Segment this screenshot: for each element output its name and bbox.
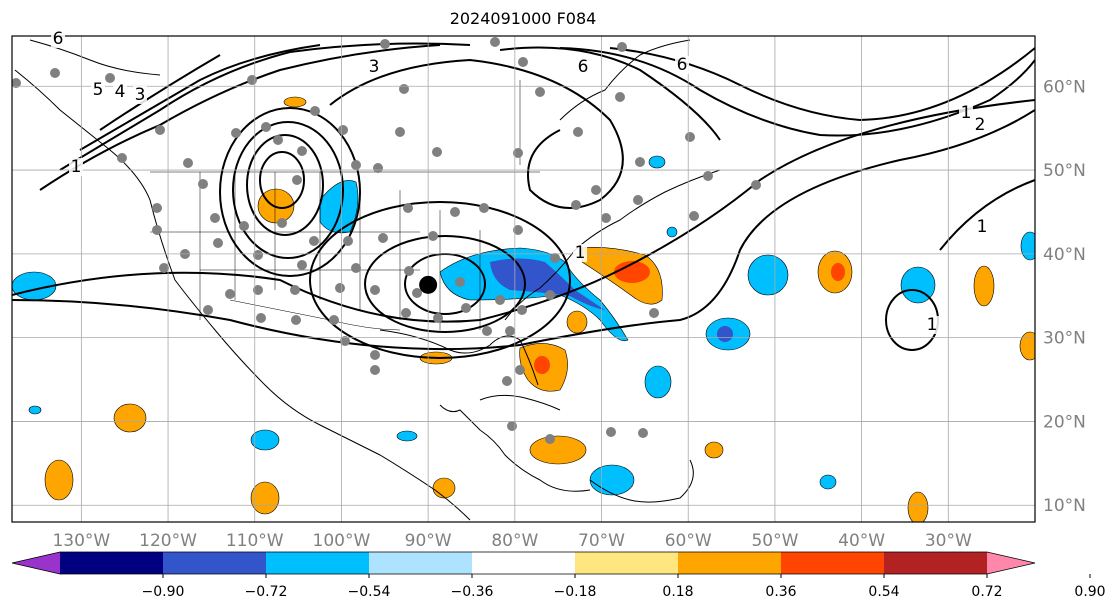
colorbar-tick-label: 0.36	[765, 584, 796, 600]
colorbar-tick-label: 0.72	[971, 584, 1002, 600]
colorbar	[11, 551, 1036, 575]
lon-tick-label: 70°W	[578, 531, 625, 551]
latitude-labels: 10°N 20°N 30°N 40°N 50°N 60°N	[1043, 77, 1086, 516]
colorbar-tick-label: −0.54	[348, 584, 391, 600]
lat-tick-label: 60°N	[1043, 77, 1086, 97]
colorbar-tick-label: −0.72	[245, 584, 288, 600]
contour-label: 3	[135, 85, 146, 105]
colorbar-extend-min	[12, 552, 60, 574]
colorbar-tick-label: −0.18	[554, 584, 597, 600]
colorbar-segment	[369, 552, 473, 574]
colorbar-extend-max	[987, 552, 1035, 574]
lat-tick-label: 50°N	[1043, 161, 1086, 181]
lon-tick-label: 110°W	[226, 531, 284, 551]
contour-label: 1	[961, 103, 972, 123]
contour-label: 3	[369, 57, 380, 77]
contour-label: 6	[578, 57, 589, 77]
lon-tick-label: 90°W	[405, 531, 452, 551]
lon-tick-label: 80°W	[491, 531, 538, 551]
colorbar-segment	[781, 552, 885, 574]
colorbar-segment	[60, 552, 164, 574]
lon-tick-label: 120°W	[139, 531, 197, 551]
colorbar-tick-label: 0.18	[662, 584, 693, 600]
map-title: 2024091000 F084	[449, 9, 597, 28]
contour-label: 1	[927, 315, 938, 335]
colorbar-tick-label: 0.90	[1074, 584, 1105, 600]
colorbar-segment	[266, 552, 370, 574]
lon-tick-label: 130°W	[52, 531, 110, 551]
colorbar-tick-label: −0.90	[142, 584, 185, 600]
colorbar-segment	[884, 552, 988, 574]
contour-label: 4	[115, 82, 126, 102]
colorbar-segment	[163, 552, 267, 574]
contour-label: 2	[975, 115, 986, 135]
contour-label: 1	[71, 157, 82, 177]
lat-tick-label: 30°N	[1043, 329, 1086, 349]
lat-tick-label: 20°N	[1043, 412, 1086, 432]
contour-label: 6	[677, 55, 688, 75]
lon-tick-label: 30°W	[925, 531, 972, 551]
lon-tick-label: 50°W	[751, 531, 798, 551]
longitude-labels: 130°W 120°W 110°W 100°W 90°W 80°W 70°W 60°W 50°W…	[52, 531, 971, 551]
lon-tick-label: 40°W	[838, 531, 885, 551]
colorbar-tick-labels: −0.90 −0.72 −0.54 −0.36 −0.18 0.18 0.36 0.54 0.7…	[142, 574, 1105, 600]
contour-label: 6	[53, 29, 64, 49]
contour-label: 1	[575, 243, 586, 263]
lon-tick-label: 100°W	[313, 531, 371, 551]
contour-label: 1	[977, 217, 988, 237]
colorbar-tick-label: −0.36	[451, 584, 494, 600]
political-borders	[150, 80, 540, 331]
center-marker	[419, 275, 438, 294]
lon-tick-label: 60°W	[665, 531, 712, 551]
lat-tick-label: 10°N	[1043, 496, 1086, 516]
lat-tick-label: 40°N	[1043, 245, 1086, 265]
colorbar-segment	[575, 552, 679, 574]
contour-label: 5	[93, 80, 104, 100]
coastlines	[14, 39, 721, 521]
map-frame	[11, 35, 1036, 523]
colorbar-segment	[472, 552, 576, 574]
colorbar-tick-label: 0.54	[868, 584, 899, 600]
colorbar-segment	[678, 552, 782, 574]
